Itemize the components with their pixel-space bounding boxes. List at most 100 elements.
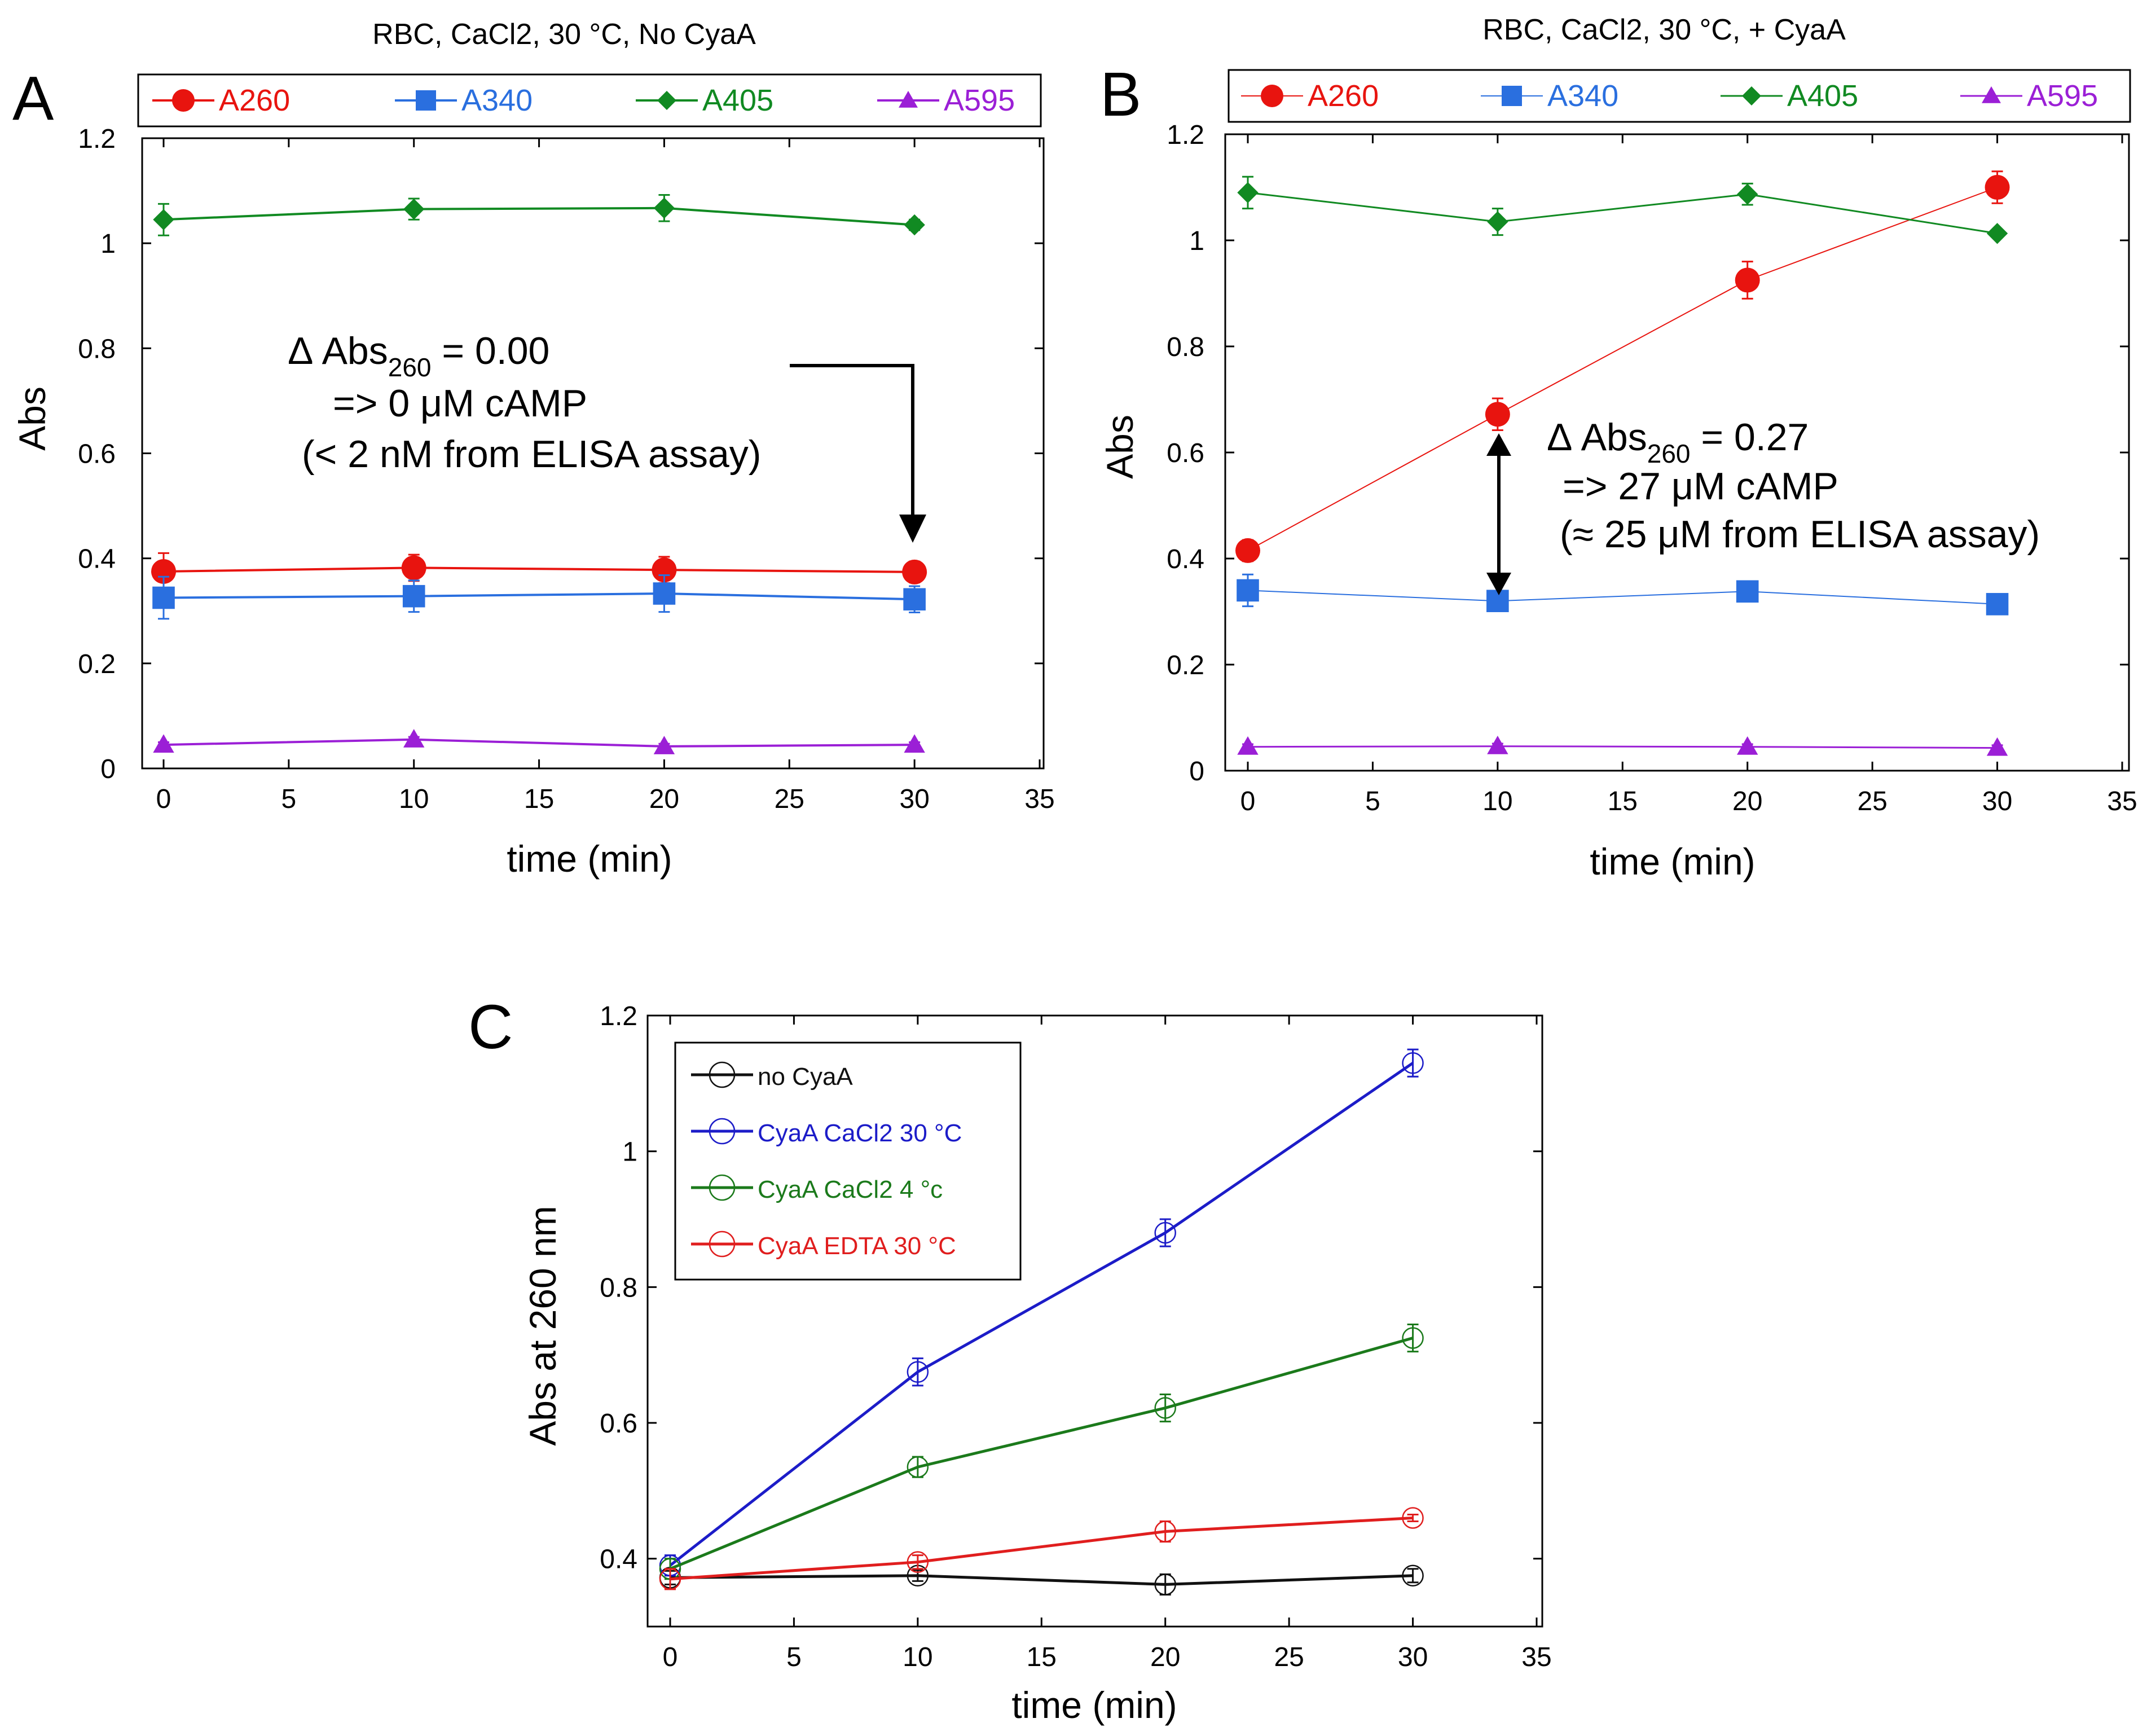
series-line <box>163 738 915 748</box>
series-a340 <box>152 574 926 620</box>
legend-marker-circle <box>172 89 195 112</box>
y-tick-label: 0.6 <box>600 1409 637 1439</box>
panel-b: B RBC, CaCl2, 30 °C, + CyaA A260 A340 A405… <box>1099 14 2137 882</box>
y-tick-label: 0.6 <box>1167 438 1204 468</box>
panel-a-series <box>151 194 927 754</box>
panel-b-legend <box>1228 69 2131 123</box>
x-tick-label: 25 <box>1274 1642 1304 1672</box>
x-tick-label: 35 <box>2107 786 2137 816</box>
x-tick-label: 15 <box>524 784 554 814</box>
y-tick-label: 0.4 <box>1167 544 1204 574</box>
x-tick-label: 10 <box>903 1642 932 1672</box>
panel-b-ylabel: Abs <box>1099 415 1141 479</box>
data-point-open-circle <box>907 1456 929 1478</box>
x-tick-label: 25 <box>1857 786 1887 816</box>
data-point-square <box>653 582 676 605</box>
legend-label: no CyaA <box>758 1063 853 1091</box>
legend-label: A405 <box>1787 79 1858 113</box>
series-line <box>1247 745 1998 749</box>
panel-a-axes: 0 0.2 0.4 0.6 0.8 1 1.2 0 5 10 15 20 25 30 35 <box>78 124 1054 814</box>
data-point-diamond <box>653 197 675 219</box>
series-line <box>670 1574 1413 1586</box>
data-point-circle <box>652 557 677 583</box>
data-point-triangle <box>1237 736 1259 755</box>
legend-label: A595 <box>944 83 1015 117</box>
x-tick-label: 5 <box>1365 786 1380 816</box>
data-point-diamond <box>1737 183 1758 205</box>
series-a405 <box>153 194 925 236</box>
series-a405 <box>1237 175 2008 244</box>
legend-marker-open-circle <box>709 1061 736 1088</box>
panel-c-legend-entries: no CyaA CyaA CaCl2 30 °C CyaA CaCl2 4 °c Cy… <box>691 1061 962 1260</box>
legend-marker-triangle <box>899 91 918 108</box>
data-point-open-circle <box>1402 1327 1424 1349</box>
panel-a-annotation-line1: Δ Abs260 = 0.00 <box>288 329 549 382</box>
legend-label: CyaA CaCl2 30 °C <box>758 1119 962 1147</box>
panel-b-annotation-arrowhead-up <box>1486 433 1511 456</box>
y-tick-label: 1.2 <box>1167 120 1204 150</box>
panel-a: A RBC, CaCl2, 30 °C, No CyaA A260 A340 A40… <box>11 18 1055 880</box>
legend-entry: CyaA EDTA 30 °C <box>691 1230 956 1260</box>
y-tick-label: 0.8 <box>600 1273 637 1303</box>
data-point-triangle <box>904 734 925 753</box>
x-tick-label: 25 <box>775 784 804 814</box>
legend-entry: CyaA CaCl2 30 °C <box>691 1118 962 1147</box>
y-tick-label: 0 <box>100 754 116 784</box>
y-tick-label: 0.6 <box>78 440 116 469</box>
data-point-open-circle <box>907 1551 929 1573</box>
data-point-diamond <box>1986 223 2008 244</box>
legend-entry: no CyaA <box>691 1061 853 1091</box>
x-tick-label: 35 <box>1521 1642 1551 1672</box>
data-point-diamond <box>904 214 925 236</box>
data-point-circle <box>1485 402 1510 427</box>
y-tick-label: 0.4 <box>78 544 116 574</box>
series-line <box>163 206 915 226</box>
legend-label: A340 <box>461 83 533 117</box>
legend-marker-circle <box>1261 85 1283 107</box>
legend-label: CyaA EDTA 30 °C <box>758 1232 956 1260</box>
legend-label: A595 <box>2027 79 2098 113</box>
x-tick-label: 0 <box>663 1642 678 1672</box>
legend-marker-open-circle <box>709 1174 736 1201</box>
legend-marker-open-circle <box>709 1230 736 1258</box>
x-tick-label: 10 <box>1482 786 1512 816</box>
legend-entry: A405 <box>1721 79 1858 113</box>
panel-c-plot-frame <box>646 1014 1543 1628</box>
data-point-open-circle <box>1402 1564 1424 1586</box>
data-point-circle <box>151 559 176 584</box>
legend-marker-square <box>416 90 436 111</box>
y-tick-label: 0.8 <box>78 334 116 364</box>
legend-label: A260 <box>219 83 290 117</box>
panel-b-axes: 0 0.2 0.4 0.6 0.8 1 1.2 0 5 10 15 20 25 30 35 <box>1167 120 2137 816</box>
panel-b-series <box>1235 170 2010 756</box>
legend-label: A340 <box>1547 79 1618 113</box>
legend-label: A260 <box>1308 79 1379 113</box>
series-a595 <box>153 729 925 754</box>
panel-a-annotation-arrowhead <box>899 515 926 543</box>
series-line <box>163 566 915 573</box>
x-tick-label: 5 <box>786 1642 802 1672</box>
x-tick-label: 0 <box>1240 786 1256 816</box>
panel-a-annotation: Δ Abs260 = 0.00 => 0 μM cAMP (< 2 nM fro… <box>288 329 926 543</box>
panel-a-label: A <box>12 64 54 133</box>
panel-a-ylabel: Abs <box>11 386 53 451</box>
legend-entry: A595 <box>877 83 1015 117</box>
panel-c: C 0.4 0.6 0.8 1 1.2 0 5 10 15 20 25 30 35 no CyaA Cya… <box>468 992 1552 1726</box>
panel-a-legend-entries: A260 A340 A405 A595 <box>152 83 1015 117</box>
legend-label: A405 <box>702 83 773 117</box>
series-a595 <box>1237 736 2008 756</box>
data-point-square <box>402 584 425 608</box>
data-point-circle <box>401 555 426 581</box>
panel-b-annotation-line1: Δ Abs260 = 0.27 <box>1547 416 1809 468</box>
y-tick-label: 1 <box>622 1137 637 1167</box>
data-point-triangle <box>1487 736 1508 754</box>
legend-label: CyaA CaCl2 4 °c <box>758 1176 943 1203</box>
data-point-open-circle <box>1154 1397 1176 1419</box>
panel-b-title: RBC, CaCl2, 30 °C, + CyaA <box>1482 14 1846 46</box>
y-tick-label: 1.2 <box>600 1001 637 1031</box>
data-point-open-circle <box>659 1568 681 1590</box>
legend-entry: A260 <box>152 83 290 117</box>
panel-a-annotation-line2: => 0 μM cAMP <box>333 382 587 425</box>
data-point-diamond <box>1487 211 1508 232</box>
legend-entry: A405 <box>636 83 773 117</box>
